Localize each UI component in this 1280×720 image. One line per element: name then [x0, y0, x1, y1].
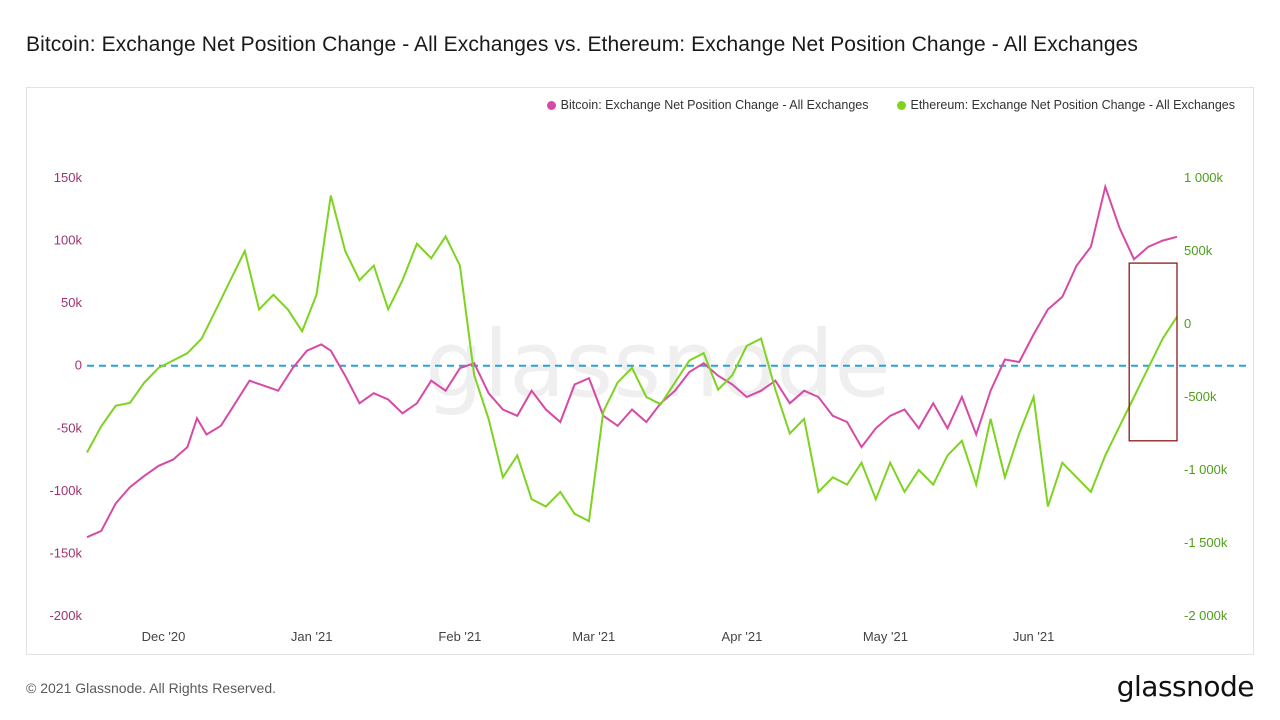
- legend: Bitcoin: Exchange Net Position Change - …: [546, 98, 1236, 112]
- legend-label-bitcoin: Bitcoin: Exchange Net Position Change - …: [560, 98, 869, 112]
- x-axis: Dec '20 Jan '21 Feb '21 Mar '21 Apr '21 May '…: [142, 629, 1055, 644]
- right-tick-label: -1 500k: [1184, 535, 1228, 550]
- chart-panel: Bitcoin: Exchange Net Position Change - …: [26, 87, 1254, 655]
- x-tick-label: May '21: [863, 629, 908, 644]
- right-tick-label: -500k: [1184, 389, 1217, 404]
- highlight-box: [1128, 262, 1178, 442]
- right-tick-label: 1 000k: [1184, 170, 1224, 185]
- right-tick-label: 500k: [1184, 243, 1213, 258]
- left-tick-label: -150k: [49, 545, 82, 560]
- right-tick-label: -1 000k: [1184, 462, 1228, 477]
- x-tick-label: Jun '21: [1013, 629, 1055, 644]
- legend-item-ethereum[interactable]: Ethereum: Exchange Net Position Change -…: [896, 98, 1236, 112]
- left-tick-label: -100k: [49, 483, 82, 498]
- left-tick-label: 50k: [61, 295, 82, 310]
- x-tick-label: Feb '21: [438, 629, 481, 644]
- series-line-bitcoin[interactable]: [86, 183, 1178, 539]
- right-tick-label: -2 000k: [1184, 608, 1228, 623]
- legend-swatch-bitcoin: [546, 100, 556, 110]
- legend-item-bitcoin[interactable]: Bitcoin: Exchange Net Position Change - …: [546, 98, 869, 112]
- x-tick-label: Jan '21: [291, 629, 333, 644]
- copyright-text: © 2021 Glassnode. All Rights Reserved.: [26, 680, 277, 696]
- right-tick-label: 0: [1184, 316, 1191, 331]
- left-tick-label: -200k: [49, 608, 82, 623]
- x-tick-label: Apr '21: [722, 629, 763, 644]
- x-tick-label: Mar '21: [572, 629, 615, 644]
- legend-swatch-ethereum: [896, 100, 906, 110]
- legend-label-ethereum: Ethereum: Exchange Net Position Change -…: [910, 98, 1236, 112]
- series-line-ethereum[interactable]: [86, 195, 1178, 523]
- glassnode-logo: glassnode: [1116, 670, 1255, 703]
- left-tick-label: -50k: [57, 420, 83, 435]
- chart-plot-area[interactable]: glassnode 150k 100k 50k 0 -50k -100k -150k -200…: [27, 88, 1255, 656]
- left-tick-label: 0: [75, 358, 82, 373]
- left-tick-label: 150k: [54, 170, 83, 185]
- x-tick-label: Dec '20: [142, 629, 186, 644]
- glassnode-watermark: glassnode: [425, 311, 891, 418]
- left-tick-label: 100k: [54, 233, 83, 248]
- chart-title: Bitcoin: Exchange Net Position Change - …: [26, 33, 1138, 56]
- right-axis: 1 000k 500k 0 -500k -1 000k -1 500k -2 000k: [1184, 170, 1228, 623]
- left-axis: 150k 100k 50k 0 -50k -100k -150k -200k: [49, 170, 82, 623]
